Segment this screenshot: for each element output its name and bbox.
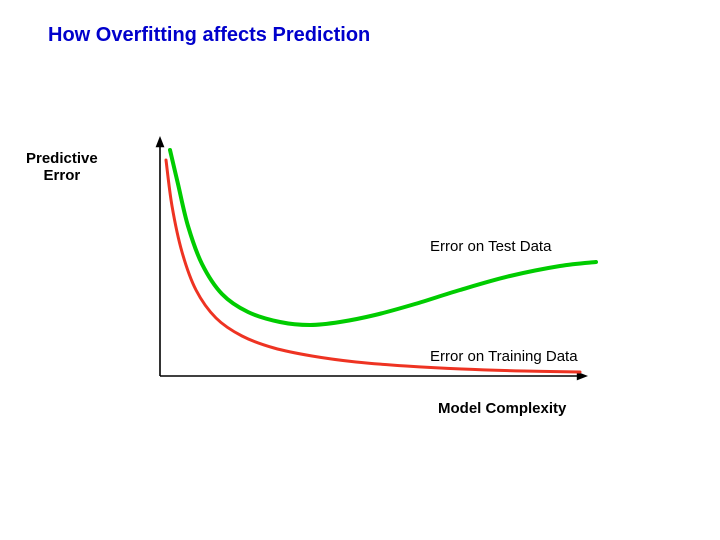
y-axis-arrow [156, 136, 165, 147]
y-axis-label-line1: Predictive [26, 150, 98, 167]
test-curve [170, 150, 596, 325]
axes-group [156, 136, 588, 380]
slide-title: How Overfitting affects Prediction [48, 24, 370, 47]
y-axis-label: Predictive Error [26, 150, 98, 184]
x-axis-label: Model Complexity [438, 400, 566, 417]
chart-svg [130, 130, 610, 390]
train-curve [166, 160, 580, 372]
y-axis-label-line2: Error [44, 167, 81, 184]
